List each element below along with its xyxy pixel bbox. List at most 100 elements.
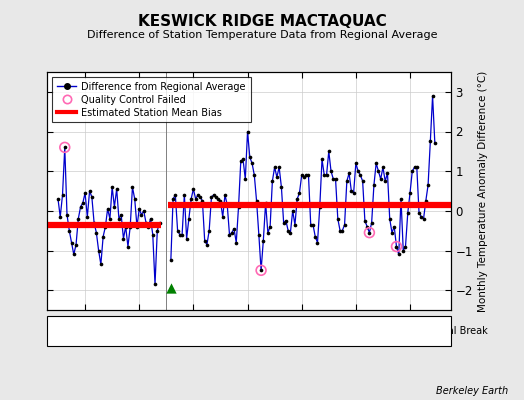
Point (259, 237, 268, 244)
Point (270, 164, 279, 170)
Point (142, 220, 150, 226)
Point (261, 200, 270, 206)
Point (94, 247, 103, 254)
Point (350, 190, 358, 196)
Text: Record Gap: Record Gap (173, 326, 230, 336)
Point (214, 196, 222, 202)
Point (361, 218, 369, 224)
Text: ♦: ♦ (55, 326, 65, 336)
Point (397, 196, 405, 202)
Point (110, 204, 118, 210)
Point (363, 224, 372, 230)
Point (236, 158, 245, 164)
Text: ▼: ▼ (265, 326, 273, 336)
Point (379, 164, 387, 170)
Point (322, 172, 331, 178)
Point (169, 196, 177, 202)
Point (284, 228, 292, 234)
Point (92, 230, 101, 236)
Point (395, 251, 403, 258)
Point (176, 232, 184, 238)
Point (61, 144, 69, 150)
Point (79, 200, 87, 206)
Point (139, 208, 148, 214)
Point (313, 239, 322, 246)
Point (341, 222, 349, 228)
Point (219, 214, 227, 220)
Point (424, 182, 432, 188)
Point (264, 230, 272, 236)
Point (117, 212, 125, 218)
Point (331, 176, 340, 182)
Point (246, 154, 254, 160)
Point (358, 178, 367, 184)
Point (128, 184, 137, 190)
Point (133, 224, 141, 230)
Point (392, 243, 401, 250)
Point (85, 188, 94, 194)
Point (372, 160, 380, 166)
Point (144, 224, 152, 230)
Point (356, 172, 365, 178)
Point (255, 232, 263, 238)
Point (279, 220, 288, 226)
Point (282, 218, 290, 224)
Point (309, 222, 317, 228)
Point (426, 138, 434, 145)
Point (122, 224, 130, 230)
Point (336, 228, 344, 234)
Point (419, 216, 428, 222)
Point (106, 216, 114, 222)
Point (74, 216, 82, 222)
Text: Berkeley Earth: Berkeley Earth (436, 386, 508, 396)
Point (291, 222, 299, 228)
Point (201, 237, 209, 244)
Point (63, 212, 71, 218)
Point (212, 194, 220, 200)
Point (196, 194, 204, 200)
Point (124, 243, 132, 250)
Point (230, 226, 238, 232)
Point (56, 214, 64, 220)
Point (408, 168, 417, 174)
Point (403, 210, 412, 216)
Point (239, 156, 247, 162)
Point (324, 148, 333, 154)
Point (151, 281, 159, 288)
Point (208, 194, 216, 200)
Point (108, 184, 116, 190)
Point (184, 216, 193, 222)
Point (205, 228, 213, 234)
Point (171, 192, 180, 198)
Point (320, 172, 329, 178)
Point (130, 196, 139, 202)
Point (429, 93, 437, 99)
Point (275, 164, 283, 170)
Point (65, 228, 73, 234)
Point (381, 178, 389, 184)
Point (227, 230, 236, 236)
Point (137, 212, 146, 218)
Point (77, 204, 85, 210)
Point (300, 174, 308, 180)
Point (173, 228, 182, 234)
Point (390, 224, 398, 230)
Point (383, 170, 391, 176)
Point (58, 192, 67, 198)
Point (88, 194, 96, 200)
Point (203, 241, 211, 248)
Point (422, 198, 430, 204)
Point (318, 156, 326, 162)
Point (81, 190, 89, 196)
Point (68, 239, 76, 246)
Point (155, 220, 163, 226)
Point (210, 192, 218, 198)
Point (250, 172, 258, 178)
Point (180, 192, 189, 198)
Point (54, 196, 62, 202)
Point (126, 224, 134, 230)
Point (119, 235, 128, 242)
Point (72, 241, 80, 248)
Point (307, 222, 315, 228)
Point (243, 128, 252, 135)
